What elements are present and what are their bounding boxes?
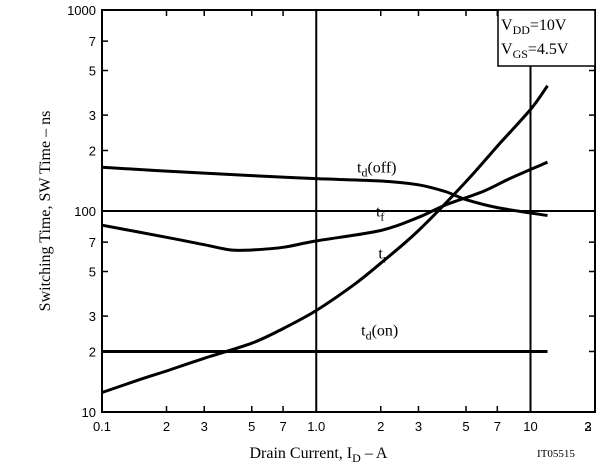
conditions-frame [497, 9, 596, 67]
y-tick-label: 3 [89, 108, 96, 123]
x-tick-label: 10 [523, 419, 537, 434]
y-tick-label: 3 [89, 309, 96, 324]
y-tick-label: 7 [89, 235, 96, 250]
series-td-off [101, 165, 548, 217]
y-tick-label: 2 [89, 344, 96, 359]
conditions-box: VDD=10V VGS=4.5V [497, 9, 596, 67]
condition-0: VDD=10V [501, 17, 567, 37]
figure-code: IT05515 [537, 448, 575, 460]
y-tick-label: 2 [89, 143, 96, 158]
x-tick-label: 5 [462, 419, 469, 434]
x-tick-label: 3 [201, 419, 208, 434]
y-tick-label: 5 [89, 265, 96, 280]
x-tick-label: 0.1 [93, 419, 111, 434]
series-td-on-label: td(on) [361, 323, 398, 343]
y-tick-label: 5 [89, 64, 96, 79]
y-tick-label: 1000 [67, 3, 96, 18]
x-tick-label: 3 [584, 419, 591, 434]
series-tf-label: tf [376, 203, 384, 223]
x-tick-label: 1.0 [307, 419, 325, 434]
series-curves [101, 84, 549, 394]
series-tr [101, 84, 549, 394]
y-tick-label: 100 [74, 204, 96, 219]
series-tr-label: tr [378, 246, 386, 266]
condition-1: VGS=4.5V [501, 41, 569, 61]
y-axis-label: Switching Time, SW Time – ns [37, 111, 54, 312]
series-labels: td(off) tf tr td(on) [357, 160, 398, 343]
series-td-off-label: td(off) [357, 160, 396, 180]
x-tick-label: 2 [163, 419, 170, 434]
x-axis-label: Drain Current, ID – A [250, 445, 388, 465]
x-tick-label: 2 [377, 419, 384, 434]
x-tick-label: 7 [279, 419, 286, 434]
plot-frame [101, 9, 596, 413]
x-tick-label: 7 [494, 419, 501, 434]
y-tick-label: 10 [82, 405, 96, 420]
series-tf [101, 160, 549, 252]
x-tick-label: 2 [584, 419, 591, 434]
x-tick-label: 5 [248, 419, 255, 434]
x-tick-label: 3 [415, 419, 422, 434]
y-tick-label: 7 [89, 34, 96, 49]
